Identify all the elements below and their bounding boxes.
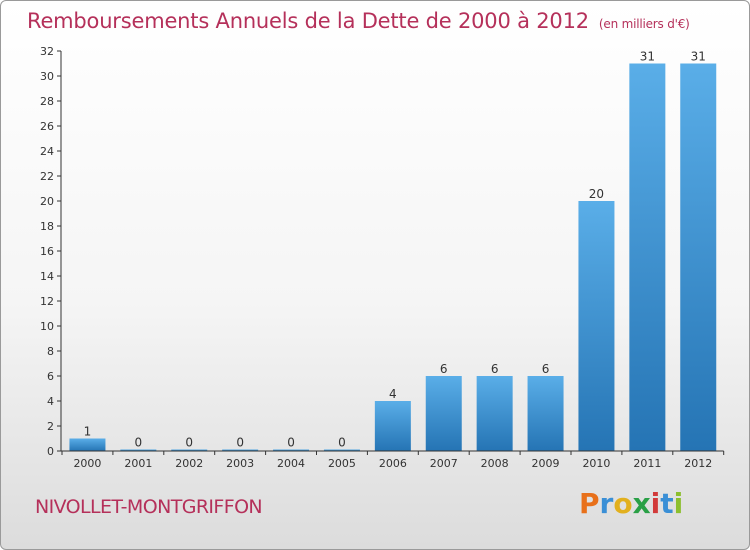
bar: [527, 376, 564, 451]
commune-name: NIVOLLET-MONTGRIFFON: [35, 496, 263, 518]
bar: [273, 449, 310, 451]
y-tick-label: 18: [40, 220, 54, 233]
bar-value-label: 0: [236, 436, 244, 450]
x-tick-label: 2008: [481, 457, 509, 470]
x-axis: 2000 2001 2002 2003 2004 2005 2006 2007 2008 2009…: [61, 450, 725, 470]
title-text: Remboursements Annuels de la Dette de 20…: [27, 9, 589, 33]
y-tick-label: 10: [40, 320, 54, 333]
logo-letter: i: [673, 487, 684, 520]
y-tick-label: 0: [47, 445, 54, 458]
bar-value-label: 6: [542, 362, 550, 376]
y-tick-label: 24: [40, 145, 54, 158]
bar: [680, 63, 717, 451]
bar: [120, 449, 157, 451]
y-tick-label: 30: [40, 70, 54, 83]
x-tick-label: 2002: [175, 457, 203, 470]
bar: [629, 63, 666, 451]
y-tick-label: 14: [40, 270, 54, 283]
bar-value-label: 0: [185, 436, 193, 450]
bar-value-label: 4: [389, 387, 397, 401]
logo-letter: t: [660, 487, 674, 520]
bar: [425, 376, 462, 451]
proxiti-logo: Proxiti: [579, 487, 683, 520]
y-tick-label: 6: [47, 370, 54, 383]
bar-value-label: 6: [491, 362, 499, 376]
bar-value-label: 31: [640, 50, 655, 64]
bar-value-label: 6: [440, 362, 448, 376]
logo-letter: i: [650, 487, 661, 520]
x-tick-label: 2012: [684, 457, 712, 470]
y-tick-label: 12: [40, 295, 54, 308]
bar: [476, 376, 513, 451]
x-tick-label: 2009: [532, 457, 560, 470]
bars: 1 0 0 0 0 0 4 6 6 6 20 31 31: [69, 50, 717, 451]
x-tick-label: 2007: [430, 457, 458, 470]
logo-letter: P: [579, 487, 600, 520]
y-tick-label: 28: [40, 95, 54, 108]
y-tick-label: 26: [40, 120, 54, 133]
bar-value-label: 0: [135, 436, 143, 450]
x-tick-label: 2011: [633, 457, 661, 470]
x-tick-label: 2005: [328, 457, 356, 470]
chart-title: Remboursements Annuels de la Dette de 20…: [27, 9, 690, 33]
bar: [222, 449, 259, 451]
y-tick-label: 32: [40, 45, 54, 58]
bar: [323, 449, 360, 451]
bar-value-label: 0: [287, 436, 295, 450]
y-tick-label: 2: [47, 420, 54, 433]
bar-value-label: 31: [691, 50, 706, 64]
bar-value-label: 20: [589, 187, 604, 201]
bar-value-label: 1: [84, 425, 92, 439]
bar: [69, 438, 106, 451]
y-tick-label: 16: [40, 245, 54, 258]
y-tick-label: 22: [40, 170, 54, 183]
x-tick-label: 2006: [379, 457, 407, 470]
bar: [171, 449, 208, 451]
y-tick-label: 20: [40, 195, 54, 208]
y-tick-label: 4: [47, 395, 54, 408]
bar-value-label: 0: [338, 436, 346, 450]
bar: [374, 401, 411, 451]
bar: [578, 201, 615, 451]
logo-letter: x: [632, 487, 651, 520]
x-tick-label: 2001: [124, 457, 152, 470]
x-tick-label: 2003: [226, 457, 254, 470]
logo-letter: r: [599, 487, 614, 520]
x-tick-label: 2000: [73, 457, 101, 470]
chart-subtitle: (en milliers d'€): [598, 17, 690, 31]
x-tick-label: 2010: [582, 457, 610, 470]
y-tick-label: 8: [47, 345, 54, 358]
logo-letter: o: [613, 487, 633, 520]
x-tick-label: 2004: [277, 457, 305, 470]
